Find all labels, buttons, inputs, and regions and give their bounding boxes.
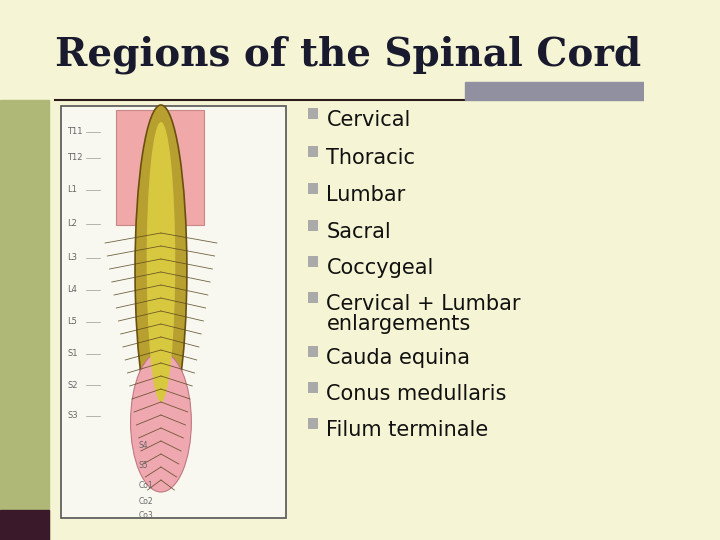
Bar [308,108,318,119]
Bar [308,183,318,194]
Text: enlargements: enlargements [326,314,471,334]
Bar [308,382,318,393]
Text: Sacral: Sacral [326,222,391,242]
Text: S3: S3 [67,411,78,421]
Bar [60,106,286,518]
Text: Co3: Co3 [139,510,153,519]
Text: T12: T12 [67,153,83,163]
Text: Cervical: Cervical [326,110,410,130]
Bar [308,418,318,429]
Bar [465,82,644,100]
Text: L1: L1 [67,186,77,194]
Text: Regions of the Spinal Cord: Regions of the Spinal Cord [55,35,642,73]
Bar [0,100,49,540]
Text: T11: T11 [67,127,83,137]
Ellipse shape [130,352,192,492]
Text: Co1: Co1 [139,482,153,490]
Bar [308,146,318,157]
Text: Co2: Co2 [139,497,153,507]
Text: L4: L4 [67,286,77,294]
Text: S2: S2 [67,381,78,389]
Text: Thoracic: Thoracic [326,148,415,168]
Bar [116,110,204,225]
Text: Conus medullaris: Conus medullaris [326,384,507,404]
Text: S4: S4 [139,442,148,450]
Text: L5: L5 [67,318,77,327]
Text: L3: L3 [67,253,77,262]
Bar [308,256,318,267]
Ellipse shape [135,105,187,435]
Text: Cauda equina: Cauda equina [326,348,470,368]
Text: Filum terminale: Filum terminale [326,420,489,440]
Text: S5: S5 [139,462,148,470]
Text: Coccygeal: Coccygeal [326,258,433,278]
Text: L2: L2 [67,219,77,228]
Bar [308,292,318,303]
Text: Cervical + Lumbar: Cervical + Lumbar [326,294,521,314]
Text: S1: S1 [67,349,78,359]
Bar [308,346,318,357]
Bar [0,510,49,540]
Ellipse shape [147,122,175,402]
Text: Lumbar: Lumbar [326,185,405,205]
Bar [308,220,318,231]
